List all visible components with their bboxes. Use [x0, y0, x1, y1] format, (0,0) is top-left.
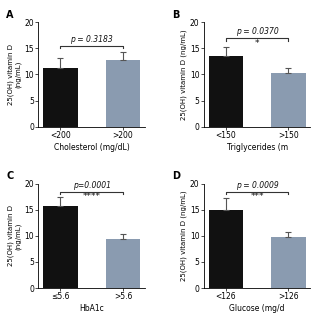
- Text: D: D: [172, 171, 180, 181]
- Text: *: *: [255, 38, 259, 48]
- Y-axis label: 25(OH) vitamin D (ng/mL): 25(OH) vitamin D (ng/mL): [181, 29, 187, 120]
- Bar: [271, 237, 306, 288]
- X-axis label: Triglycerides (m: Triglycerides (m: [227, 142, 288, 151]
- Text: p = 0.0009: p = 0.0009: [236, 181, 278, 190]
- Bar: [209, 56, 243, 126]
- X-axis label: HbA1c: HbA1c: [79, 304, 104, 313]
- Text: B: B: [172, 10, 179, 20]
- Bar: [43, 68, 78, 126]
- Bar: [106, 239, 140, 288]
- Text: p = 0.0370: p = 0.0370: [236, 28, 278, 36]
- X-axis label: Glucose (mg/d: Glucose (mg/d: [229, 304, 285, 313]
- Text: ***: ***: [250, 192, 264, 201]
- Bar: [43, 206, 78, 288]
- Text: p=0.0001: p=0.0001: [73, 181, 111, 190]
- Text: ****: ****: [83, 192, 101, 201]
- Bar: [209, 210, 243, 288]
- Text: C: C: [6, 171, 14, 181]
- Y-axis label: 25(OH) vitamin D (ng/mL): 25(OH) vitamin D (ng/mL): [181, 191, 187, 281]
- Text: p = 0.3183: p = 0.3183: [70, 35, 113, 44]
- X-axis label: Cholesterol (mg/dL): Cholesterol (mg/dL): [54, 142, 130, 151]
- Y-axis label: 25(OH) vitamin D
(ng/mL): 25(OH) vitamin D (ng/mL): [8, 205, 22, 267]
- Y-axis label: 25(OH) vitamin D
(ng/mL): 25(OH) vitamin D (ng/mL): [8, 44, 22, 105]
- Bar: [271, 73, 306, 126]
- Text: A: A: [6, 10, 14, 20]
- Bar: [106, 60, 140, 126]
